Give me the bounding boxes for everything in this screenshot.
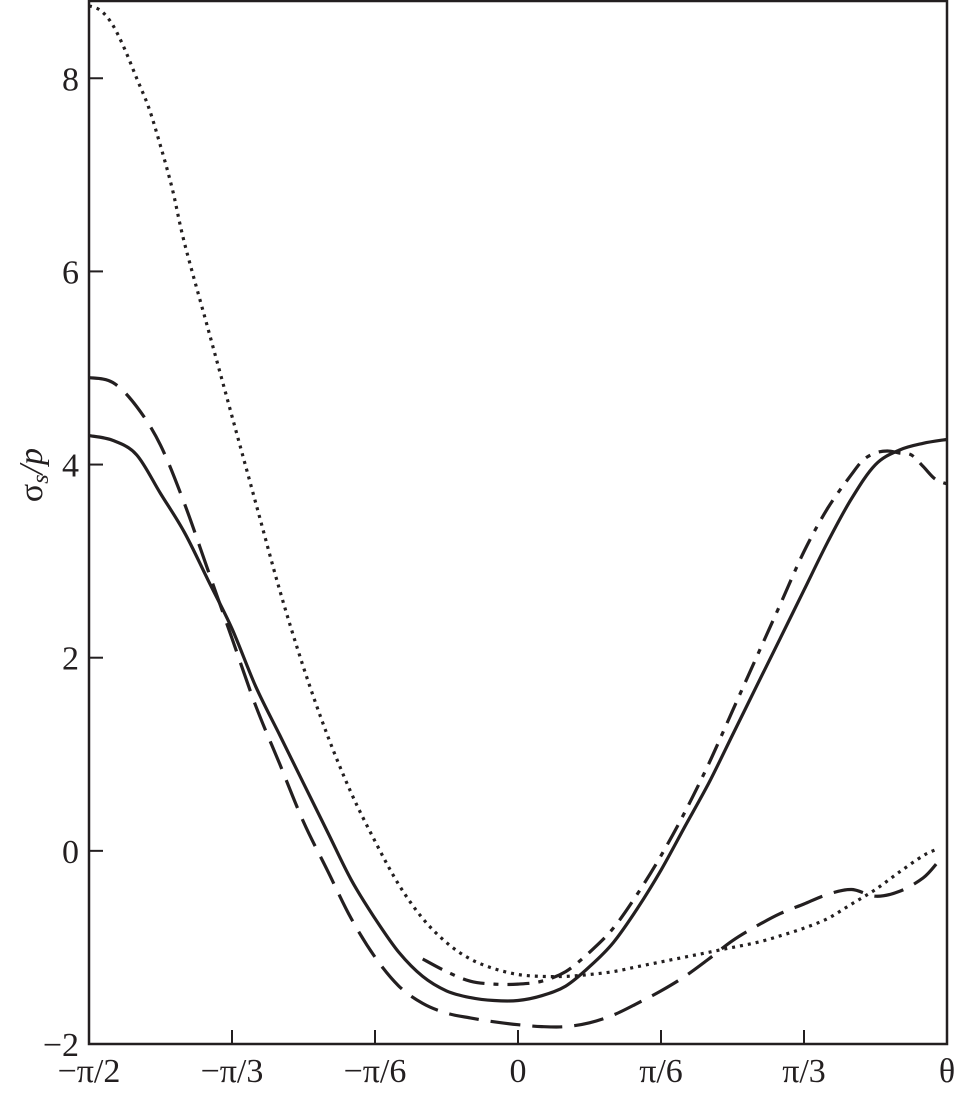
plot-frame — [87, 0, 949, 1046]
x-tick-label: −π/2 — [58, 1053, 121, 1090]
x-tick-label: 0 — [510, 1053, 527, 1090]
label-layer: −π/2 −π/3 −π/6 0 π/6 π/3 −2 0 2 4 6 8 — [43, 61, 826, 1090]
y-tick-label: 6 — [62, 254, 79, 291]
x-tick-label: π/3 — [782, 1053, 826, 1090]
y-tick-label: −2 — [43, 1027, 79, 1064]
series-line-dotted — [88, 4, 939, 979]
y-axis-title: σs/p — [13, 448, 54, 502]
tick-layer — [89, 77, 805, 1044]
y-axis-title-sub: s — [28, 474, 54, 483]
y-tick-label: 4 — [62, 448, 79, 485]
x-axis-title: θ — [939, 1053, 955, 1090]
x-tick-label: −π/6 — [344, 1053, 407, 1090]
x-tick-label: π/6 — [639, 1053, 683, 1090]
x-tick-label: −π/3 — [201, 1053, 264, 1090]
series-layer — [88, 4, 948, 1029]
y-axis-title-main: σ — [13, 484, 50, 502]
series-line-solid — [88, 434, 948, 1003]
y-tick-label: 0 — [62, 834, 79, 871]
y-tick-label: 2 — [62, 641, 79, 678]
series-line-dash-dot — [421, 449, 948, 987]
y-tick-label: 8 — [62, 61, 79, 98]
series-line-dashed — [88, 376, 939, 1029]
y-axis-title-tail: /p — [13, 448, 50, 476]
